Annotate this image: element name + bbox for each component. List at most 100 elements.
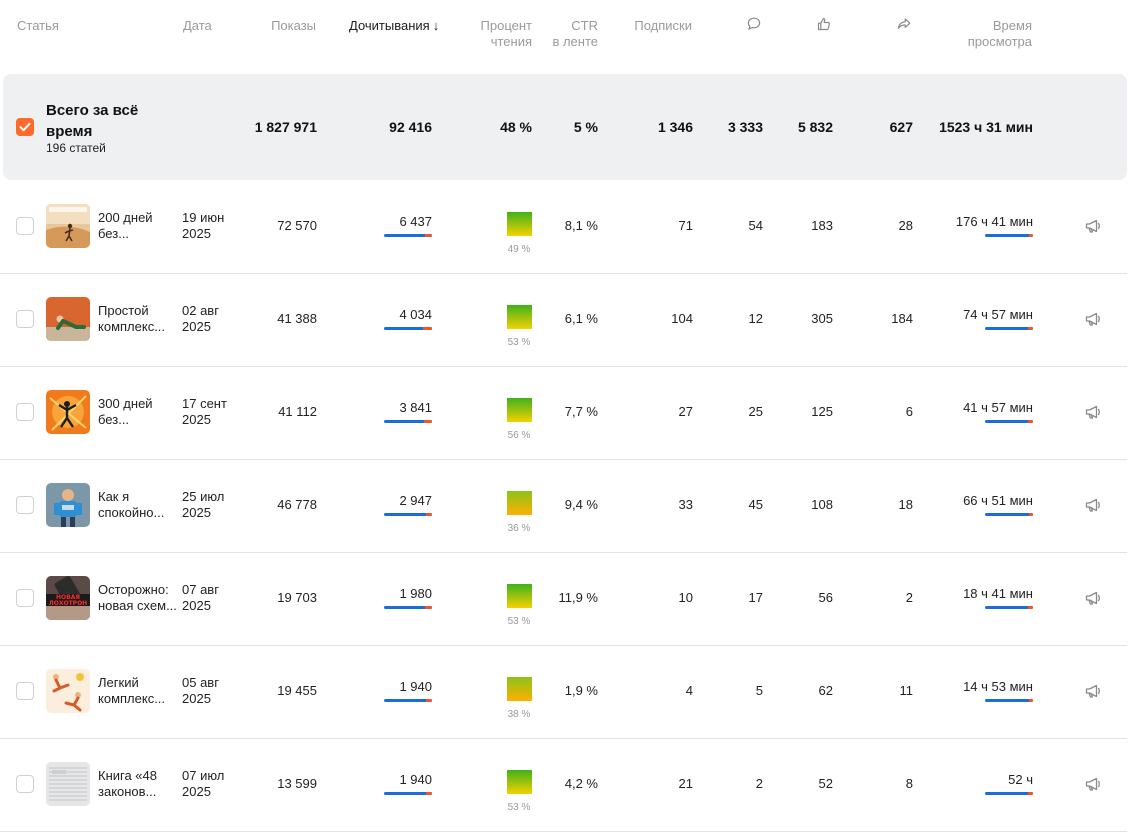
article-comments: 5 (755, 683, 763, 698)
reads-progress-bar (384, 792, 432, 795)
article-subscriptions: 10 (678, 590, 693, 605)
article-reads: 2 947 (399, 493, 432, 508)
svg-text:ЛОХОТРОН: ЛОХОТРОН (49, 600, 87, 607)
article-date-line2: 2025 (182, 691, 211, 706)
share-icon[interactable] (896, 16, 912, 32)
article-title[interactable]: 200 дней без... (98, 210, 178, 242)
article-date-line1: 17 сент (182, 396, 227, 411)
article-title[interactable]: Как я спокойно... (98, 489, 178, 521)
check-icon (19, 122, 31, 132)
header-subscriptions[interactable]: Подписки (634, 18, 692, 33)
table-row[interactable]: Как я спокойно... 25 июл 2025 46 778 2 9… (0, 460, 1127, 553)
header-ctr[interactable]: CTR в ленте (540, 18, 598, 50)
article-title[interactable]: Легкий комплекс... (98, 675, 178, 707)
article-title[interactable]: 300 дней без... (98, 396, 178, 428)
article-ctr: 9,4 % (564, 497, 598, 512)
header-date[interactable]: Дата (183, 18, 212, 33)
article-title-line2: новая схем... (98, 598, 177, 613)
row-checkbox[interactable] (16, 682, 34, 700)
table-row[interactable]: Простой комплекс... 02 авг 2025 41 388 4… (0, 274, 1127, 367)
promote-megaphone-icon[interactable] (1084, 310, 1102, 328)
view-time-progress-remainder (1028, 792, 1033, 795)
promote-megaphone-icon[interactable] (1084, 217, 1102, 235)
row-checkbox[interactable] (16, 589, 34, 607)
article-title[interactable]: Книга «48 законов... (98, 768, 178, 800)
header-view-time[interactable]: Время просмотра (950, 18, 1032, 50)
view-time-progress-bar (985, 699, 1033, 702)
article-date-line1: 02 авг (182, 303, 219, 318)
reads-progress-remainder (423, 327, 432, 330)
promote-megaphone-icon[interactable] (1084, 403, 1102, 421)
header-reads[interactable]: Дочитывания ↓ (349, 18, 439, 34)
header-ctr-line2: в ленте (552, 34, 598, 49)
view-time-progress-bar (985, 606, 1033, 609)
article-views: 46 778 (277, 497, 317, 512)
row-checkbox[interactable] (16, 496, 34, 514)
row-checkbox[interactable] (16, 775, 34, 793)
article-title[interactable]: Осторожно: новая схем... (98, 582, 178, 614)
table-row[interactable]: Легкий комплекс... 05 авг 2025 19 455 1 … (0, 646, 1127, 739)
view-time-progress-bar (985, 420, 1033, 423)
article-view-time: 41 ч 57 мин (963, 400, 1033, 415)
row-checkbox[interactable] (16, 403, 34, 421)
read-percent-indicator (507, 677, 532, 701)
header-ctr-line1: CTR (571, 18, 598, 33)
article-subscriptions: 33 (678, 497, 693, 512)
promote-megaphone-icon[interactable] (1084, 496, 1102, 514)
view-time-progress-remainder (1029, 513, 1033, 516)
article-date-line1: 19 июн (182, 210, 225, 225)
article-date: 25 июл 2025 (182, 489, 242, 521)
table-row[interactable]: Книга «48 законов... 07 июл 2025 13 599 … (0, 739, 1127, 832)
article-thumbnail[interactable] (46, 297, 90, 341)
article-thumbnail[interactable] (46, 762, 90, 806)
article-view-time: 74 ч 57 мин (963, 307, 1033, 322)
article-date-line1: 07 июл (182, 768, 225, 783)
article-comments: 54 (748, 218, 763, 233)
article-thumbnail[interactable] (46, 669, 90, 713)
read-percent-indicator (507, 584, 532, 608)
table-row[interactable]: НОВАЯ ЛОХОТРОН Осторожно: новая схем... 0… (0, 553, 1127, 646)
read-percent-value: 49 % (507, 244, 531, 255)
article-thumbnail[interactable] (46, 204, 90, 248)
article-view-time: 66 ч 51 мин (963, 493, 1033, 508)
header-read-percent[interactable]: Процент чтения (460, 18, 532, 50)
comment-icon[interactable] (746, 16, 762, 32)
read-percent-indicator (507, 491, 532, 515)
view-time-progress-remainder (1028, 327, 1033, 330)
article-thumbnail[interactable]: НОВАЯ ЛОХОТРОН (46, 576, 90, 620)
article-reads: 4 034 (399, 307, 432, 322)
header-views[interactable]: Показы (271, 18, 316, 33)
promote-megaphone-icon[interactable] (1084, 589, 1102, 607)
article-subscriptions: 4 (685, 683, 693, 698)
article-view-time: 18 ч 41 мин (963, 586, 1033, 601)
article-thumbnail[interactable] (46, 390, 90, 434)
article-view-time: 14 ч 53 мин (963, 679, 1033, 694)
header-article[interactable]: Статья (17, 18, 59, 33)
promote-megaphone-icon[interactable] (1084, 775, 1102, 793)
article-shares: 6 (905, 404, 913, 419)
article-title-line1: Осторожно: (98, 582, 169, 597)
table-row[interactable]: 300 дней без... 17 сент 2025 41 112 3 84… (0, 367, 1127, 460)
article-views: 13 599 (277, 776, 317, 791)
row-checkbox[interactable] (16, 310, 34, 328)
row-checkbox[interactable] (16, 217, 34, 235)
view-time-progress-bar (985, 792, 1033, 795)
article-title[interactable]: Простой комплекс... (98, 303, 178, 335)
article-thumbnail[interactable] (46, 483, 90, 527)
view-time-progress-bar (985, 513, 1033, 516)
article-ctr: 4,2 % (564, 776, 598, 791)
table-row[interactable]: 200 дней без... 19 июн 2025 72 570 6 437… (0, 181, 1127, 274)
reads-progress-remainder (426, 792, 432, 795)
article-comments: 2 (755, 776, 763, 791)
article-shares: 8 (905, 776, 913, 791)
promote-megaphone-icon[interactable] (1084, 682, 1102, 700)
article-title-line1: Простой (98, 303, 149, 318)
thumbs-up-icon[interactable] (816, 16, 832, 32)
article-views: 41 112 (278, 404, 317, 419)
article-shares: 184 (891, 311, 913, 326)
read-percent-indicator (507, 305, 532, 329)
reads-progress-bar (384, 513, 432, 516)
article-ctr: 7,7 % (564, 404, 598, 419)
article-date: 07 июл 2025 (182, 768, 242, 800)
select-all-checkbox[interactable] (16, 118, 34, 136)
